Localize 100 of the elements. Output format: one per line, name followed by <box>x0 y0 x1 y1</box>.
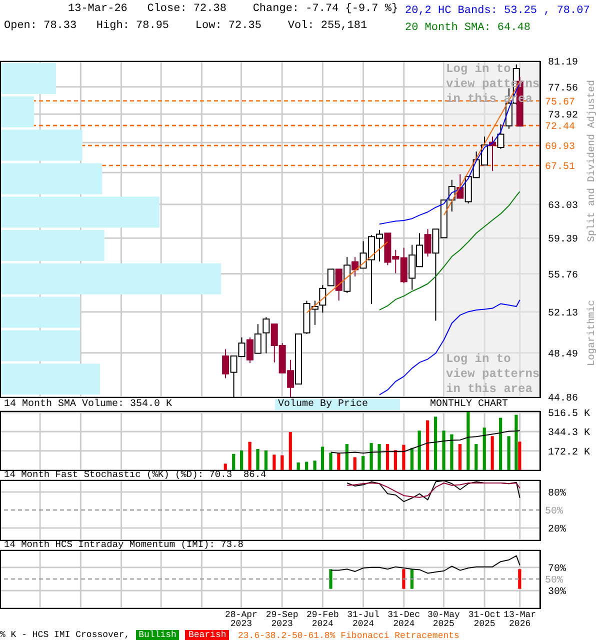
x-tick-label: 29-Feb 2024 <box>306 610 339 629</box>
candlestick <box>327 268 334 286</box>
ref-line-label: 50% <box>545 506 564 518</box>
bar <box>256 448 260 470</box>
bar <box>1 263 221 294</box>
bar <box>1 364 100 395</box>
ref-line-label: 67.51 <box>545 162 576 174</box>
bar <box>402 444 406 470</box>
bar <box>1 130 82 161</box>
annotation: Log in to view patterns in this area <box>446 352 541 397</box>
bar <box>1 230 104 261</box>
chart-title: 14 Month SMA Volume: 354.0 K <box>4 399 172 411</box>
candlestick <box>497 124 504 150</box>
chart-title: 14 Month HCS Intraday Momentum (IMI): 73.8 <box>4 539 244 550</box>
line-series <box>346 482 520 498</box>
ref-line-label: 75.67 <box>545 97 576 108</box>
bar <box>305 462 308 470</box>
text: 20,2 HC Bands: 53.25 , 78.07 <box>405 4 590 19</box>
candlestick <box>335 268 342 302</box>
bar <box>345 444 348 470</box>
bar <box>507 436 510 470</box>
bar <box>514 414 518 470</box>
candlestick <box>319 284 326 314</box>
y-tick-label: 344.3 K <box>548 428 590 440</box>
y-tick-label: 73.92 <box>548 110 578 122</box>
line-series <box>330 555 520 574</box>
bar <box>1 163 102 194</box>
bar <box>362 456 365 470</box>
x-tick-label: 31-Jul 2024 <box>347 610 380 629</box>
y-tick-label: 44.86 <box>548 394 578 405</box>
line-series <box>378 191 520 310</box>
y-tick-label: 48.49 <box>548 349 578 360</box>
legend-title: % K - HCS IMI Crossover, <box>0 630 130 640</box>
y-axis-title: Split and Dividend Adjusted <box>587 80 599 242</box>
bar <box>1 196 160 228</box>
ref-line-label: 50% <box>545 576 564 587</box>
text: 20 Month SMA: 64.48 <box>405 21 532 36</box>
text: 23.6-38.2-50-61.8% Fibonacci Retracements <box>238 630 460 640</box>
y-tick-label: 516.5 K <box>548 409 590 420</box>
ref-line-label: 72.44 <box>545 122 576 134</box>
y-tick-label: 52.13 <box>548 308 578 320</box>
y-tick-label: 20% <box>548 524 566 536</box>
bar <box>288 432 292 470</box>
ref-line-label: 69.93 <box>545 142 576 154</box>
text: Logarithmic <box>587 300 599 366</box>
bar <box>264 450 268 470</box>
text: Bearish <box>185 630 230 640</box>
bar <box>518 442 522 470</box>
bar <box>1 63 56 94</box>
candlestick <box>262 316 270 354</box>
text: Volume By Price <box>275 399 400 410</box>
candlestick <box>222 348 230 379</box>
bar <box>248 442 252 470</box>
bar <box>240 450 244 470</box>
y-tick-label: 59.39 <box>548 234 578 246</box>
bar <box>450 434 454 470</box>
bar <box>410 448 414 470</box>
candlestick <box>424 228 432 257</box>
bar <box>458 444 462 470</box>
text: Bullish <box>136 630 180 640</box>
candlestick <box>352 256 359 277</box>
y-tick-label: 30% <box>548 587 566 598</box>
bar <box>386 444 390 470</box>
bar <box>1 96 34 128</box>
bar <box>394 450 398 470</box>
x-tick-label: 30-May 2025 <box>427 610 460 629</box>
y-tick-label: 172.2 K <box>548 447 590 458</box>
y-tick-label: 63.03 <box>548 200 578 212</box>
y-tick-label: 77.56 <box>548 83 578 94</box>
candlestick <box>246 336 254 364</box>
x-tick-label: 29-Sep 2023 <box>266 610 298 629</box>
x-tick-label: 31-Oct 2025 <box>468 610 501 629</box>
bar <box>329 452 332 470</box>
bar <box>474 444 478 470</box>
chart-title: 14 Month Fast Stochastic (%K) (%D): 70.3 86.4 <box>4 469 266 480</box>
bar <box>353 457 356 470</box>
bar <box>1 296 80 328</box>
x-tick-label: 13-Mar 2026 <box>504 610 536 629</box>
bar <box>296 462 300 470</box>
bar <box>320 446 324 470</box>
bar <box>434 416 438 470</box>
bar <box>426 420 430 470</box>
bar <box>1 330 80 362</box>
line-series <box>330 430 520 454</box>
x-tick-label: 28-Apr 2023 <box>225 610 258 629</box>
bar <box>466 411 470 470</box>
bar <box>499 418 502 470</box>
bar <box>490 436 494 470</box>
chart-subtitle: Open: 78.33 High: 78.95 Low: 72.35 Vol: 255,181 <box>4 20 368 32</box>
bar <box>442 430 446 470</box>
bar <box>418 430 421 470</box>
bar <box>482 428 486 470</box>
y-tick-label: 55.76 <box>548 270 578 282</box>
text: MONTHLY CHART <box>430 399 508 411</box>
bar <box>232 454 236 470</box>
bar <box>280 455 284 470</box>
bar <box>313 460 316 470</box>
candlestick <box>254 324 262 354</box>
y-tick-label: 70% <box>548 564 566 575</box>
chart-title: 13-Mar-26 Close: 72.38 Change: -7.74 {-9.7 %} <box>68 3 398 15</box>
